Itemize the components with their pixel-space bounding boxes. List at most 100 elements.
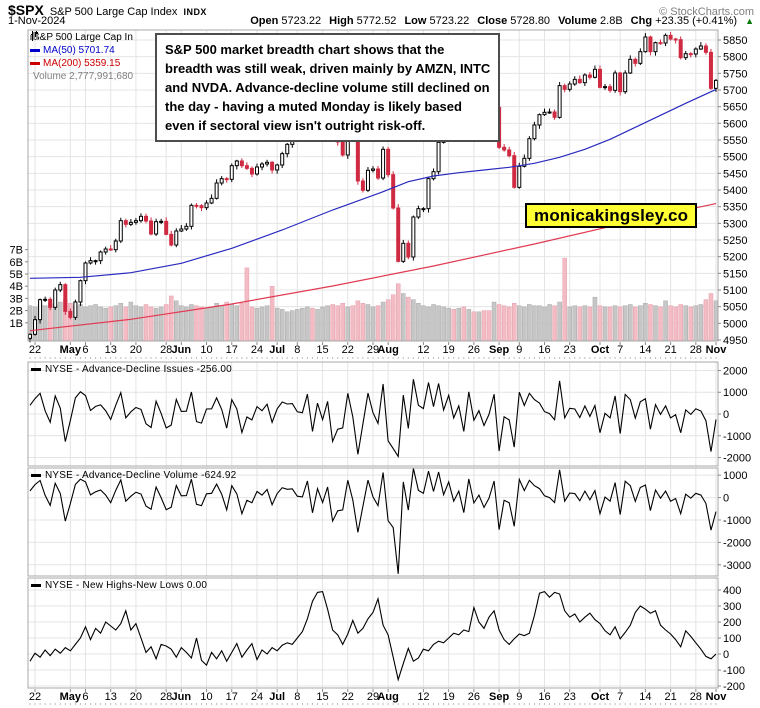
svg-text:Sep: Sep <box>489 691 509 703</box>
svg-text:29: 29 <box>367 691 379 703</box>
svg-text:10: 10 <box>200 691 212 703</box>
svg-text:1000: 1000 <box>723 470 747 482</box>
svg-text:4B: 4B <box>10 281 23 293</box>
ma200-swatch-icon <box>30 62 40 65</box>
line-swatch-icon <box>31 584 41 587</box>
price-axis-labels: 5850 5800 5750 5700 5650 5600 5550 5500 5450 5400… <box>10 35 748 347</box>
quote-bar: Open 5723.22 High 5772.52 Low 5723.22 Close… <box>250 15 754 27</box>
svg-text:22: 22 <box>29 344 41 356</box>
legend-volume-text: Volume 2,777,991,680 <box>33 71 134 82</box>
svg-text:6B: 6B <box>10 257 23 269</box>
svg-text:Jul: Jul <box>269 691 285 703</box>
svg-text:15: 15 <box>316 344 328 356</box>
svg-text:28: 28 <box>160 344 172 356</box>
svg-text:Nov: Nov <box>706 344 728 356</box>
svg-text:5500: 5500 <box>723 152 747 164</box>
svg-text:Nov: Nov <box>706 691 728 703</box>
svg-text:1000: 1000 <box>723 387 747 399</box>
svg-text:7: 7 <box>617 691 623 703</box>
svg-text:14: 14 <box>639 691 651 703</box>
svg-text:5750: 5750 <box>723 68 747 80</box>
svg-text:8: 8 <box>294 691 300 703</box>
svg-text:4950: 4950 <box>723 335 747 347</box>
svg-text:12: 12 <box>417 344 429 356</box>
svg-text:5000: 5000 <box>723 318 747 330</box>
svg-text:7B: 7B <box>10 245 23 257</box>
svg-text:9: 9 <box>516 344 522 356</box>
svg-text:12: 12 <box>417 691 429 703</box>
quote-item-high: High 5772.52 <box>329 15 397 27</box>
svg-text:5100: 5100 <box>723 285 747 297</box>
svg-text:Jun: Jun <box>172 691 192 703</box>
svg-text:-2000: -2000 <box>723 453 751 465</box>
nh-nl-panel: 400 300 200 100 0 -100 -200 <box>27 577 745 693</box>
svg-text:13: 13 <box>105 691 117 703</box>
svg-text:1B: 1B <box>10 318 23 330</box>
svg-text:22: 22 <box>342 344 354 356</box>
svg-text:Oct: Oct <box>591 344 610 356</box>
nh-nl-line <box>29 590 717 682</box>
legend-row-ma200: MA(200) 5359.15 <box>30 57 133 70</box>
svg-text:-100: -100 <box>723 665 745 677</box>
svg-text:Sep: Sep <box>489 344 509 356</box>
svg-text:5350: 5350 <box>723 202 747 214</box>
line-swatch-icon <box>31 474 41 477</box>
svg-text:Jul: Jul <box>269 344 285 356</box>
svg-text:200: 200 <box>723 617 741 629</box>
svg-text:300: 300 <box>723 601 741 613</box>
svg-text:23: 23 <box>564 691 576 703</box>
svg-text:26: 26 <box>468 344 480 356</box>
svg-text:21: 21 <box>664 344 676 356</box>
svg-text:26: 26 <box>468 691 480 703</box>
svg-text:28: 28 <box>690 691 702 703</box>
svg-text:17: 17 <box>226 691 238 703</box>
svg-text:May: May <box>60 691 82 703</box>
svg-text:5200: 5200 <box>723 252 747 264</box>
annotation-box: S&P 500 market breadth chart shows that … <box>155 33 501 142</box>
ad-volume-line <box>29 468 717 574</box>
svg-text:0: 0 <box>723 493 729 505</box>
svg-text:5050: 5050 <box>723 302 747 314</box>
svg-text:3B: 3B <box>10 293 23 305</box>
nh-nl-legend-text: NYSE - New Highs-New Lows 0.00 <box>45 580 208 591</box>
svg-text:16: 16 <box>538 691 550 703</box>
svg-text:8: 8 <box>294 344 300 356</box>
price-panel-border <box>27 29 719 342</box>
ma50-line <box>29 88 717 279</box>
svg-text:400: 400 <box>723 585 741 597</box>
svg-text:5800: 5800 <box>723 52 747 64</box>
svg-text:14: 14 <box>639 344 651 356</box>
svg-text:-3000: -3000 <box>723 560 751 572</box>
price-panel-legend: S&P 500 Large Cap In MA(50) 5701.74 MA(2… <box>30 31 133 83</box>
quote-item-close: Close 5728.80 <box>477 15 551 27</box>
svg-text:13: 13 <box>105 344 117 356</box>
source-credit: © StockCharts.com <box>659 6 754 18</box>
svg-text:28: 28 <box>160 691 172 703</box>
index-name: S&P 500 Large Cap Index <box>49 6 178 18</box>
svg-text:24: 24 <box>251 344 263 356</box>
ad-issues-legend-text: NYSE - Advance-Decline Issues -256.00 <box>45 364 232 375</box>
svg-text:5250: 5250 <box>723 235 747 247</box>
legend-title-text: S&P 500 Large Cap In <box>33 32 133 43</box>
svg-text:29: 29 <box>367 344 379 356</box>
svg-text:6: 6 <box>82 691 88 703</box>
svg-text:0: 0 <box>723 649 729 661</box>
chart-date: 1-Nov-2024 <box>8 15 66 27</box>
svg-text:15: 15 <box>316 691 328 703</box>
change-up-arrow-icon: ▲ <box>745 16 754 26</box>
legend-row-volume: Volume 2,777,991,680 <box>30 32 134 83</box>
ad-issues-line <box>29 379 717 459</box>
svg-text:2000: 2000 <box>723 365 747 377</box>
quote-item-chg: Chg +23.35 (+0.41%) <box>630 15 738 27</box>
svg-text:28: 28 <box>690 344 702 356</box>
svg-text:23: 23 <box>564 344 576 356</box>
svg-text:5650: 5650 <box>723 102 747 114</box>
ad-volume-panel: 1000 0 -1000 -2000 -3000 <box>27 467 751 577</box>
symbol-ticker: $SPX <box>8 2 44 18</box>
watermark: monicakingsley.co <box>525 203 698 228</box>
header-quote-row: 1-Nov-2024 Open 5723.22 High 5772.52 Low 5… <box>8 15 754 27</box>
nh-nl-legend: NYSE - New Highs-New Lows 0.00 <box>31 580 207 591</box>
svg-text:19: 19 <box>443 344 455 356</box>
